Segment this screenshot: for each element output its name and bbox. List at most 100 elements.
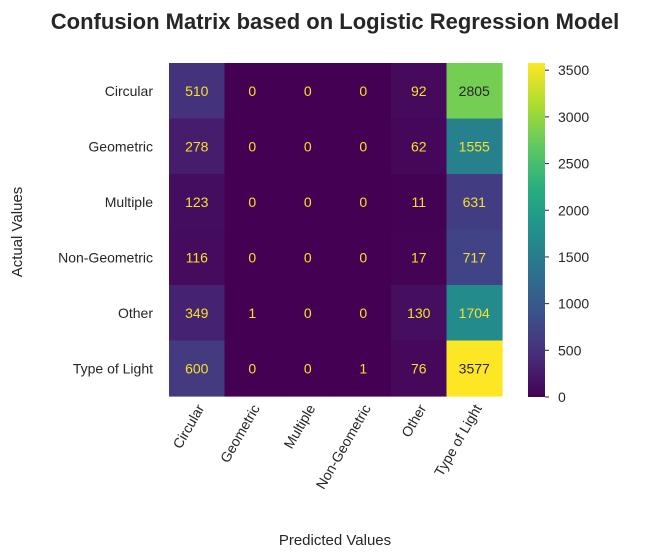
cell-value-label: 0	[304, 249, 312, 265]
heatmap-cell	[446, 285, 503, 342]
cell-value-label: 349	[185, 305, 209, 321]
heatmap-cell	[446, 340, 503, 397]
colorbar-tick-label: 2500	[558, 156, 589, 172]
heatmap-cell	[446, 174, 503, 231]
y-axis-tick-labels: Circular Geometric Multiple Non-Geometric Ot…	[58, 83, 153, 377]
heatmap-cell	[391, 63, 448, 120]
colorbar-tick-label: 2000	[558, 202, 589, 218]
heatmap-cell	[224, 229, 281, 286]
cell-value-label: 1704	[459, 305, 490, 321]
x-axis-label: Predicted Values	[279, 532, 391, 549]
colorbar-tick-label: 0	[558, 389, 566, 405]
heatmap-cell	[169, 63, 226, 120]
heatmap-cell	[391, 174, 448, 231]
x-tick-label: Circular	[169, 401, 207, 451]
heatmap-cell	[391, 340, 448, 397]
y-tick-label: Geometric	[88, 138, 153, 154]
heatmap-cell	[391, 118, 448, 175]
cell-value-label: 600	[185, 360, 209, 376]
cell-value-label: 510	[185, 83, 209, 99]
colorbar	[528, 63, 545, 397]
heatmap-cell	[169, 229, 226, 286]
cell-value-label: 0	[359, 194, 367, 210]
x-tick-label: Geometric	[217, 402, 263, 466]
heatmap-cell	[169, 118, 226, 175]
cell-value-label: 0	[359, 305, 367, 321]
y-axis-label: Actual Values	[9, 187, 26, 278]
cell-value-label: 0	[304, 83, 312, 99]
heatmap-cell	[169, 285, 226, 342]
heatmap-cell	[446, 229, 503, 286]
y-tick-label: Multiple	[105, 194, 153, 210]
heatmap-cell	[280, 63, 337, 120]
cell-value-label: 92	[411, 83, 427, 99]
colorbar-tick-labels: 0 500 1000 1500 2000 2500 3000 3500	[545, 62, 589, 405]
cell-value-label: 1	[359, 360, 367, 376]
heatmap-cell	[280, 174, 337, 231]
cell-value-label: 76	[411, 360, 427, 376]
cell-value-label: 0	[359, 83, 367, 99]
heatmap-cell	[391, 229, 448, 286]
cell-value-label: 717	[463, 249, 487, 265]
cell-value-label: 123	[185, 194, 209, 210]
colorbar-tick-label: 3000	[558, 109, 589, 125]
heatmap-cell	[224, 118, 281, 175]
heatmap-cell	[335, 118, 392, 175]
x-tick-label: Type of Light	[431, 401, 485, 479]
cell-value-label: 631	[463, 194, 487, 210]
heatmap-cell	[224, 174, 281, 231]
heatmap-cell	[169, 340, 226, 397]
heatmap-cells	[169, 63, 503, 397]
y-tick-label: Non-Geometric	[58, 249, 153, 265]
cell-value-label: 278	[185, 138, 209, 154]
x-tick-label: Non-Geometric	[313, 402, 374, 492]
chart-title: Confusion Matrix based on Logistic Regre…	[51, 9, 619, 34]
heatmap-cell	[224, 63, 281, 120]
cell-value-label: 116	[186, 249, 209, 265]
heatmap-cell	[335, 340, 392, 397]
cell-value-label: 17	[411, 249, 427, 265]
heatmap-cell	[335, 63, 392, 120]
y-tick-label: Circular	[105, 83, 154, 99]
cell-value-label: 1	[248, 305, 256, 321]
cell-value-label: 62	[411, 138, 427, 154]
heatmap-cell	[335, 229, 392, 286]
colorbar-tick-label: 500	[558, 342, 582, 358]
heatmap-cell	[280, 118, 337, 175]
cell-value-label: 130	[407, 305, 431, 321]
heatmap-cell	[224, 340, 281, 397]
cell-value-label: 0	[248, 249, 256, 265]
cell-value-label: 0	[304, 194, 312, 210]
cell-value-label: 0	[304, 360, 312, 376]
cell-value-label: 0	[304, 305, 312, 321]
y-tick-label: Other	[118, 305, 153, 321]
heatmap-cell	[391, 285, 448, 342]
colorbar-tick-label: 3500	[558, 62, 589, 78]
cell-value-label: 0	[248, 138, 256, 154]
cell-value-label: 3577	[459, 360, 490, 376]
heatmap-cell	[446, 63, 503, 120]
heatmap-cell	[280, 285, 337, 342]
heatmap-cell	[224, 285, 281, 342]
cell-value-label: 2805	[459, 83, 490, 99]
x-tick-label: Multiple	[280, 401, 318, 451]
colorbar-tick-label: 1500	[558, 249, 589, 265]
x-tick-label: Other	[398, 401, 430, 440]
heatmap-cell	[335, 174, 392, 231]
cell-value-label: 0	[248, 360, 256, 376]
heatmap-cell	[280, 229, 337, 286]
heatmap-cell	[280, 340, 337, 397]
cell-value-label: 0	[304, 138, 312, 154]
cell-value-label: 0	[248, 194, 256, 210]
heatmap-cell	[335, 285, 392, 342]
cell-value-label: 0	[359, 138, 367, 154]
heatmap-cell	[169, 174, 226, 231]
cell-value-label: 0	[359, 249, 367, 265]
heatmap-cell	[446, 118, 503, 175]
cell-value-label: 0	[248, 83, 256, 99]
cell-value-label: 11	[411, 194, 426, 210]
cell-value-label: 1555	[459, 138, 490, 154]
